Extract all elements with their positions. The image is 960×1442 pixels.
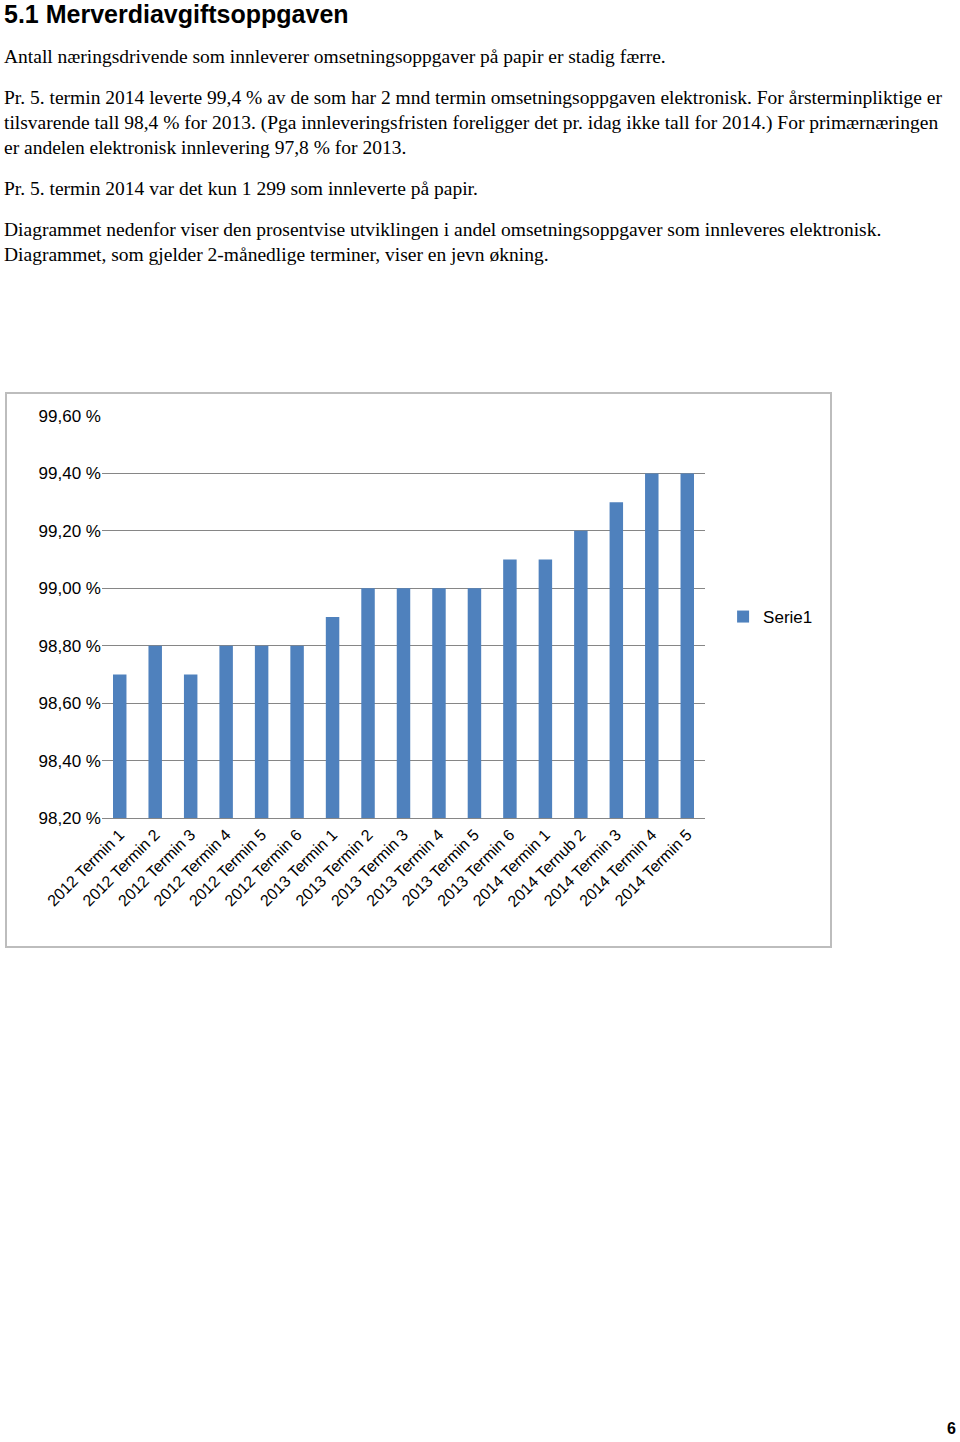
svg-text:98,80 %: 98,80 % xyxy=(39,637,101,656)
svg-text:2014 Termin 4: 2014 Termin 4 xyxy=(576,826,660,910)
html-text:Pr. 5. termin 2014 leverte 99,: Pr. 5. termin 2014 leverte 99,4 % av de … xyxy=(4,87,942,158)
svg-text:2014 Termin 1: 2014 Termin 1 xyxy=(470,826,554,910)
svg-text:98,20 %: 98,20 % xyxy=(39,809,101,828)
svg-text:2013 Termin 6: 2013 Termin 6 xyxy=(434,826,518,910)
html-text:Diagrammet nedenfor viser den: Diagrammet nedenfor viser den prosentvis… xyxy=(4,219,882,265)
html-text:6: 6 xyxy=(947,1420,956,1437)
html-text:Antall næringsdrivende som inn: Antall næringsdrivende som innleverer om… xyxy=(4,46,666,67)
svg-text:2013 Termin 5: 2013 Termin 5 xyxy=(399,826,483,910)
svg-text:99,60 %: 99,60 % xyxy=(39,407,101,426)
svg-text:2014 Termin 5: 2014 Termin 5 xyxy=(612,826,696,910)
svg-text:98,40 %: 98,40 % xyxy=(39,752,101,771)
svg-text:2013 Termin 1: 2013 Termin 1 xyxy=(257,826,341,910)
svg-text:99,40 %: 99,40 % xyxy=(39,464,101,483)
svg-text:2013 Termin 4: 2013 Termin 4 xyxy=(363,826,447,910)
svg-text:99,20 %: 99,20 % xyxy=(39,522,101,541)
svg-text:2013 Termin 2: 2013 Termin 2 xyxy=(292,826,376,910)
svg-text:2014 Termin 3: 2014 Termin 3 xyxy=(541,826,625,910)
svg-text:2012 Termin 6: 2012 Termin 6 xyxy=(221,826,305,910)
svg-text:2012 Termin 2: 2012 Termin 2 xyxy=(79,826,163,910)
svg-text:Serie1: Serie1 xyxy=(763,608,812,627)
svg-text:2012 Termin 1: 2012 Termin 1 xyxy=(44,826,128,910)
svg-text:99,00 %: 99,00 % xyxy=(39,579,101,598)
svg-text:2012 Termin 5: 2012 Termin 5 xyxy=(186,826,270,910)
svg-text:2013 Termin 3: 2013 Termin 3 xyxy=(328,826,412,910)
html-text:5.1 Merverdiavgiftsoppgaven: 5.1 Merverdiavgiftsoppgaven xyxy=(4,0,349,28)
html-text:Pr. 5. termin 2014 var det kun: Pr. 5. termin 2014 var det kun 1 299 som… xyxy=(4,178,478,199)
svg-text:98,60 %: 98,60 % xyxy=(39,694,101,713)
svg-text:2012 Termin 4: 2012 Termin 4 xyxy=(150,826,234,910)
svg-text:2014 Ternub 2: 2014 Ternub 2 xyxy=(504,826,588,910)
svg-text:2012 Termin 3: 2012 Termin 3 xyxy=(115,826,199,910)
